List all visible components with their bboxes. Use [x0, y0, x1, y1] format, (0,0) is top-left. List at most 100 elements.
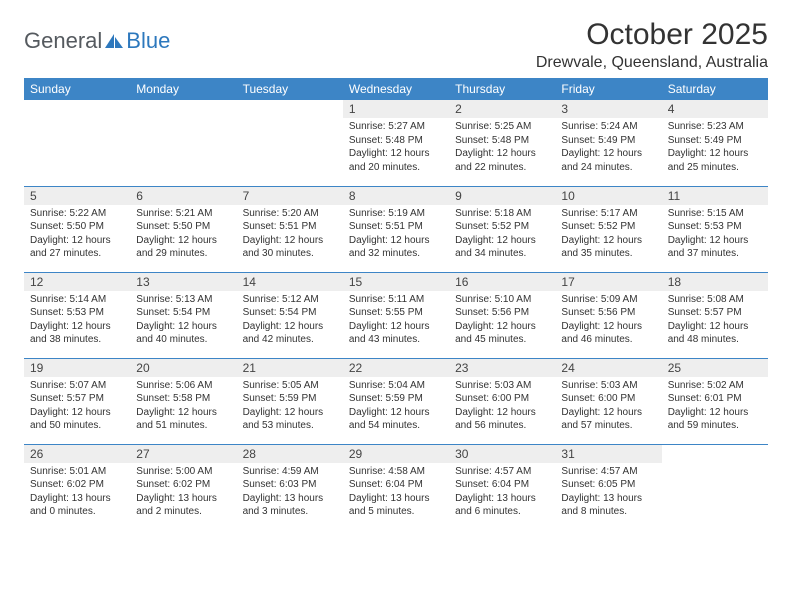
calendar-body: 1Sunrise: 5:27 AMSunset: 5:48 PMDaylight…: [24, 100, 768, 530]
calendar-week-row: 12Sunrise: 5:14 AMSunset: 5:53 PMDayligh…: [24, 272, 768, 358]
logo-text-blue: Blue: [126, 28, 170, 54]
calendar-week-row: 5Sunrise: 5:22 AMSunset: 5:50 PMDaylight…: [24, 186, 768, 272]
calendar-day-cell: 1Sunrise: 5:27 AMSunset: 5:48 PMDaylight…: [343, 100, 449, 186]
day-details: Sunrise: 5:02 AMSunset: 6:01 PMDaylight:…: [662, 377, 768, 437]
day-details: Sunrise: 5:25 AMSunset: 5:48 PMDaylight:…: [449, 118, 555, 178]
weekday-header: Wednesday: [343, 78, 449, 100]
day-details: Sunrise: 5:24 AMSunset: 5:49 PMDaylight:…: [555, 118, 661, 178]
calendar-day-cell: [237, 100, 343, 186]
weekday-header-row: SundayMondayTuesdayWednesdayThursdayFrid…: [24, 78, 768, 100]
calendar-day-cell: 9Sunrise: 5:18 AMSunset: 5:52 PMDaylight…: [449, 186, 555, 272]
day-details: Sunrise: 5:05 AMSunset: 5:59 PMDaylight:…: [237, 377, 343, 437]
day-details: Sunrise: 5:27 AMSunset: 5:48 PMDaylight:…: [343, 118, 449, 178]
day-number: 14: [237, 273, 343, 291]
calendar-day-cell: 19Sunrise: 5:07 AMSunset: 5:57 PMDayligh…: [24, 358, 130, 444]
day-details: Sunrise: 5:21 AMSunset: 5:50 PMDaylight:…: [130, 205, 236, 265]
day-details: Sunrise: 5:14 AMSunset: 5:53 PMDaylight:…: [24, 291, 130, 351]
day-number: 5: [24, 187, 130, 205]
calendar-day-cell: 11Sunrise: 5:15 AMSunset: 5:53 PMDayligh…: [662, 186, 768, 272]
day-number: 28: [237, 445, 343, 463]
calendar-day-cell: 28Sunrise: 4:59 AMSunset: 6:03 PMDayligh…: [237, 444, 343, 530]
weekday-header: Monday: [130, 78, 236, 100]
day-details: Sunrise: 5:10 AMSunset: 5:56 PMDaylight:…: [449, 291, 555, 351]
day-details: Sunrise: 5:01 AMSunset: 6:02 PMDaylight:…: [24, 463, 130, 523]
location: Drewvale, Queensland, Australia: [536, 54, 768, 72]
day-details: Sunrise: 5:03 AMSunset: 6:00 PMDaylight:…: [449, 377, 555, 437]
day-details: Sunrise: 5:17 AMSunset: 5:52 PMDaylight:…: [555, 205, 661, 265]
calendar-day-cell: 26Sunrise: 5:01 AMSunset: 6:02 PMDayligh…: [24, 444, 130, 530]
calendar-day-cell: 18Sunrise: 5:08 AMSunset: 5:57 PMDayligh…: [662, 272, 768, 358]
calendar-day-cell: 23Sunrise: 5:03 AMSunset: 6:00 PMDayligh…: [449, 358, 555, 444]
calendar-day-cell: 27Sunrise: 5:00 AMSunset: 6:02 PMDayligh…: [130, 444, 236, 530]
calendar-day-cell: 29Sunrise: 4:58 AMSunset: 6:04 PMDayligh…: [343, 444, 449, 530]
calendar-day-cell: 21Sunrise: 5:05 AMSunset: 5:59 PMDayligh…: [237, 358, 343, 444]
day-details: Sunrise: 5:09 AMSunset: 5:56 PMDaylight:…: [555, 291, 661, 351]
day-number: 31: [555, 445, 661, 463]
calendar-day-cell: 13Sunrise: 5:13 AMSunset: 5:54 PMDayligh…: [130, 272, 236, 358]
calendar-week-row: 19Sunrise: 5:07 AMSunset: 5:57 PMDayligh…: [24, 358, 768, 444]
day-details: Sunrise: 5:06 AMSunset: 5:58 PMDaylight:…: [130, 377, 236, 437]
calendar-day-cell: [130, 100, 236, 186]
day-details: Sunrise: 5:19 AMSunset: 5:51 PMDaylight:…: [343, 205, 449, 265]
day-number: 15: [343, 273, 449, 291]
weekday-header: Thursday: [449, 78, 555, 100]
day-details: Sunrise: 5:22 AMSunset: 5:50 PMDaylight:…: [24, 205, 130, 265]
day-number: 8: [343, 187, 449, 205]
calendar-day-cell: 25Sunrise: 5:02 AMSunset: 6:01 PMDayligh…: [662, 358, 768, 444]
day-details: Sunrise: 5:13 AMSunset: 5:54 PMDaylight:…: [130, 291, 236, 351]
calendar-week-row: 1Sunrise: 5:27 AMSunset: 5:48 PMDaylight…: [24, 100, 768, 186]
day-number: 23: [449, 359, 555, 377]
day-details: Sunrise: 5:12 AMSunset: 5:54 PMDaylight:…: [237, 291, 343, 351]
day-number: 2: [449, 100, 555, 118]
day-number: 30: [449, 445, 555, 463]
calendar-day-cell: 16Sunrise: 5:10 AMSunset: 5:56 PMDayligh…: [449, 272, 555, 358]
logo-sail-icon: [104, 33, 124, 49]
day-number: 1: [343, 100, 449, 118]
logo: General Blue: [24, 28, 170, 54]
calendar-day-cell: [662, 444, 768, 530]
day-details: Sunrise: 5:08 AMSunset: 5:57 PMDaylight:…: [662, 291, 768, 351]
day-details: Sunrise: 5:23 AMSunset: 5:49 PMDaylight:…: [662, 118, 768, 178]
day-number: 19: [24, 359, 130, 377]
day-number: 11: [662, 187, 768, 205]
day-number: 26: [24, 445, 130, 463]
weekday-header: Tuesday: [237, 78, 343, 100]
calendar-day-cell: 14Sunrise: 5:12 AMSunset: 5:54 PMDayligh…: [237, 272, 343, 358]
calendar-day-cell: 30Sunrise: 4:57 AMSunset: 6:04 PMDayligh…: [449, 444, 555, 530]
day-number: 3: [555, 100, 661, 118]
calendar-day-cell: 5Sunrise: 5:22 AMSunset: 5:50 PMDaylight…: [24, 186, 130, 272]
calendar-day-cell: 6Sunrise: 5:21 AMSunset: 5:50 PMDaylight…: [130, 186, 236, 272]
weekday-header: Friday: [555, 78, 661, 100]
day-number: 25: [662, 359, 768, 377]
day-number: 10: [555, 187, 661, 205]
day-number: 12: [24, 273, 130, 291]
calendar-day-cell: 3Sunrise: 5:24 AMSunset: 5:49 PMDaylight…: [555, 100, 661, 186]
day-details: Sunrise: 5:18 AMSunset: 5:52 PMDaylight:…: [449, 205, 555, 265]
calendar-day-cell: 2Sunrise: 5:25 AMSunset: 5:48 PMDaylight…: [449, 100, 555, 186]
calendar-day-cell: 20Sunrise: 5:06 AMSunset: 5:58 PMDayligh…: [130, 358, 236, 444]
day-number: 24: [555, 359, 661, 377]
calendar-table: SundayMondayTuesdayWednesdayThursdayFrid…: [24, 78, 768, 530]
calendar-day-cell: 8Sunrise: 5:19 AMSunset: 5:51 PMDaylight…: [343, 186, 449, 272]
calendar-week-row: 26Sunrise: 5:01 AMSunset: 6:02 PMDayligh…: [24, 444, 768, 530]
day-number: 27: [130, 445, 236, 463]
day-number: 22: [343, 359, 449, 377]
day-details: Sunrise: 5:11 AMSunset: 5:55 PMDaylight:…: [343, 291, 449, 351]
day-number: 17: [555, 273, 661, 291]
day-details: Sunrise: 5:15 AMSunset: 5:53 PMDaylight:…: [662, 205, 768, 265]
day-number: 21: [237, 359, 343, 377]
weekday-header: Saturday: [662, 78, 768, 100]
day-details: Sunrise: 4:59 AMSunset: 6:03 PMDaylight:…: [237, 463, 343, 523]
header: General Blue October 2025 Drewvale, Quee…: [24, 18, 768, 72]
title-block: October 2025 Drewvale, Queensland, Austr…: [536, 18, 768, 72]
day-details: Sunrise: 5:20 AMSunset: 5:51 PMDaylight:…: [237, 205, 343, 265]
logo-text-general: General: [24, 28, 102, 54]
day-number: 4: [662, 100, 768, 118]
calendar-day-cell: 4Sunrise: 5:23 AMSunset: 5:49 PMDaylight…: [662, 100, 768, 186]
day-details: Sunrise: 5:00 AMSunset: 6:02 PMDaylight:…: [130, 463, 236, 523]
day-details: Sunrise: 4:57 AMSunset: 6:05 PMDaylight:…: [555, 463, 661, 523]
day-number: 16: [449, 273, 555, 291]
calendar-day-cell: 24Sunrise: 5:03 AMSunset: 6:00 PMDayligh…: [555, 358, 661, 444]
day-number: 29: [343, 445, 449, 463]
weekday-header: Sunday: [24, 78, 130, 100]
